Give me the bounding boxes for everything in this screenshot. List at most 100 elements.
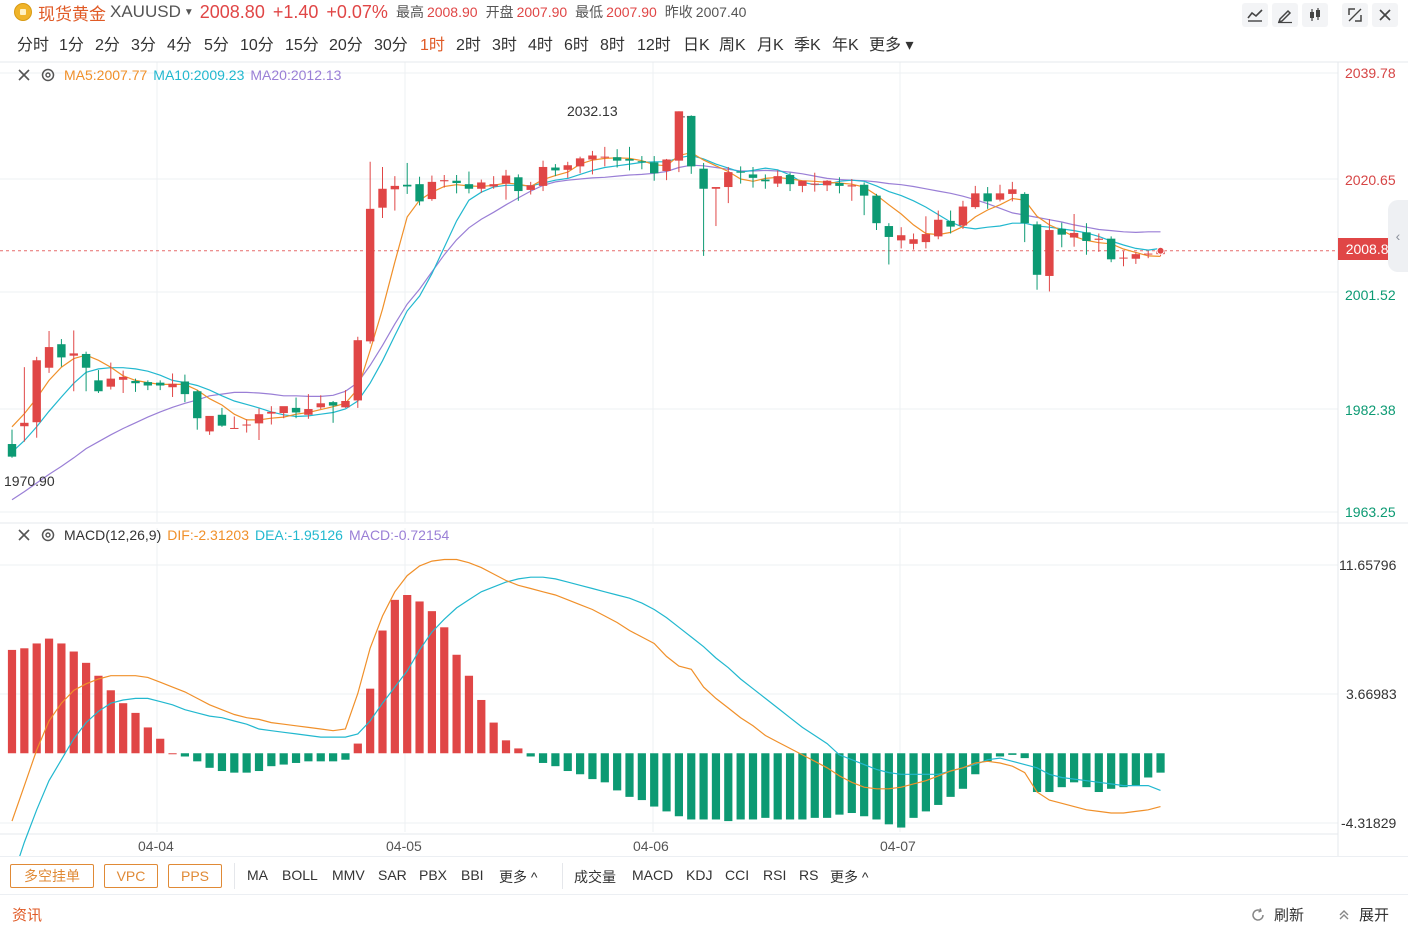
candle-style-button[interactable] xyxy=(1302,3,1328,27)
candle-body[interactable] xyxy=(316,403,325,408)
candle-body[interactable] xyxy=(168,383,177,388)
candle-body[interactable] xyxy=(662,159,671,171)
candle-body[interactable] xyxy=(1094,238,1103,240)
candle-body[interactable] xyxy=(230,427,239,429)
expand-button[interactable]: 展开 xyxy=(1337,904,1389,925)
candle-body[interactable] xyxy=(1020,193,1029,224)
indicator-boll[interactable]: BOLL xyxy=(282,867,318,883)
candle-body[interactable] xyxy=(217,414,227,426)
interval-tab[interactable]: 8时 xyxy=(600,37,625,54)
candle-body[interactable] xyxy=(477,182,486,189)
candle-body[interactable] xyxy=(538,166,548,186)
candle-body[interactable] xyxy=(291,407,301,413)
candle-body[interactable] xyxy=(279,406,288,414)
candle-body[interactable] xyxy=(551,167,560,171)
candle-body[interactable] xyxy=(501,175,511,184)
candle-body[interactable] xyxy=(1131,254,1141,259)
candle-body[interactable] xyxy=(1032,224,1042,275)
long-short-orders-button[interactable]: 多空挂单 xyxy=(10,864,94,888)
indicator-cci[interactable]: CCI xyxy=(725,867,750,883)
candle-body[interactable] xyxy=(106,378,115,387)
interval-tab[interactable]: 2时 xyxy=(456,37,481,54)
side-panel-toggle[interactable]: ‹ xyxy=(1388,200,1408,272)
candle-body[interactable] xyxy=(341,401,350,408)
hide-indicator-icon[interactable] xyxy=(16,67,32,83)
interval-tab[interactable]: 1时 xyxy=(420,37,445,54)
instrument-code[interactable]: XAUUSD xyxy=(110,2,181,21)
candle-body[interactable] xyxy=(32,360,41,423)
candle-body[interactable] xyxy=(489,184,498,187)
candle-body[interactable] xyxy=(798,180,807,186)
candle-body[interactable] xyxy=(859,184,869,196)
candle-body[interactable] xyxy=(415,184,424,202)
candle-body[interactable] xyxy=(193,391,202,419)
interval-tab[interactable]: 3时 xyxy=(492,37,517,54)
candle-body[interactable] xyxy=(687,115,696,167)
interval-tab[interactable]: 20分 xyxy=(329,37,363,54)
more-sub-indicators[interactable]: 更多 ^ xyxy=(830,867,868,887)
candle-body[interactable] xyxy=(600,156,609,158)
candle-body[interactable] xyxy=(131,380,140,384)
interval-tab[interactable]: 周K xyxy=(719,37,746,54)
news-tab[interactable]: 资讯 xyxy=(12,907,43,924)
candle-body[interactable] xyxy=(736,171,745,173)
candle-body[interactable] xyxy=(612,157,622,161)
indicator-kdj[interactable]: KDJ xyxy=(686,867,713,883)
candle-body[interactable] xyxy=(1069,232,1079,238)
candle-body[interactable] xyxy=(575,158,585,167)
candle-body[interactable] xyxy=(44,347,54,368)
candle-body[interactable] xyxy=(761,179,770,182)
indicator-pbx[interactable]: PBX xyxy=(419,867,448,883)
settings-gear-icon[interactable] xyxy=(40,67,56,83)
settings-gear-icon[interactable] xyxy=(40,527,56,543)
candle-body[interactable] xyxy=(514,177,523,192)
line-chart-button[interactable] xyxy=(1242,3,1268,27)
candle-body[interactable] xyxy=(427,181,437,200)
fullscreen-button[interactable] xyxy=(1342,3,1368,27)
hide-indicator-icon[interactable] xyxy=(16,527,32,543)
candle-body[interactable] xyxy=(934,219,943,237)
interval-tab[interactable]: 4分 xyxy=(167,37,192,54)
candle-body[interactable] xyxy=(921,234,931,243)
interval-tab[interactable]: 月K xyxy=(757,37,784,54)
candle-body[interactable] xyxy=(378,188,387,208)
chart-canvas[interactable] xyxy=(0,0,1408,856)
candle-body[interactable] xyxy=(748,174,758,178)
indicator-volume[interactable]: 成交量 xyxy=(574,869,616,885)
indicator-bbi[interactable]: BBI xyxy=(461,867,484,883)
symbol-dropdown-caret-icon[interactable]: ▼ xyxy=(183,6,194,18)
candle-body[interactable] xyxy=(637,161,647,163)
interval-tab[interactable]: 分时 xyxy=(17,37,50,54)
candle-body[interactable] xyxy=(872,195,881,224)
draw-tool-button[interactable] xyxy=(1272,3,1298,27)
candle-body[interactable] xyxy=(971,193,980,208)
interval-tab[interactable]: 15分 xyxy=(285,37,319,54)
candle-body[interactable] xyxy=(897,235,906,241)
candle-body[interactable] xyxy=(94,380,103,392)
candle-body[interactable] xyxy=(526,185,535,190)
candle-body[interactable] xyxy=(180,381,190,395)
candle-body[interactable] xyxy=(724,172,733,188)
candle-body[interactable] xyxy=(304,409,313,415)
more-main-indicators[interactable]: 更多 ^ xyxy=(499,867,537,887)
candle-body[interactable] xyxy=(822,180,832,186)
candle-body[interactable] xyxy=(1144,253,1153,255)
interval-tab[interactable]: 10分 xyxy=(240,37,274,54)
candle-body[interactable] xyxy=(946,220,955,227)
indicator-sar[interactable]: SAR xyxy=(378,867,407,883)
candle-body[interactable] xyxy=(365,208,375,342)
candle-body[interactable] xyxy=(773,176,782,184)
candle-body[interactable] xyxy=(390,185,400,190)
candle-body[interactable] xyxy=(1057,228,1066,235)
indicator-ma[interactable]: MA xyxy=(247,867,268,883)
candle-body[interactable] xyxy=(205,415,214,432)
candle-body[interactable] xyxy=(353,340,362,401)
candle-body[interactable] xyxy=(958,206,968,226)
interval-tab[interactable]: 6时 xyxy=(564,37,589,54)
candle-body[interactable] xyxy=(650,162,659,174)
indicator-rsi[interactable]: RSI xyxy=(763,867,787,883)
interval-tab[interactable]: 1分 xyxy=(59,37,84,54)
candle-body[interactable] xyxy=(884,226,894,237)
interval-tab[interactable]: 年K xyxy=(832,37,859,54)
indicator-rs[interactable]: RS xyxy=(799,867,819,883)
